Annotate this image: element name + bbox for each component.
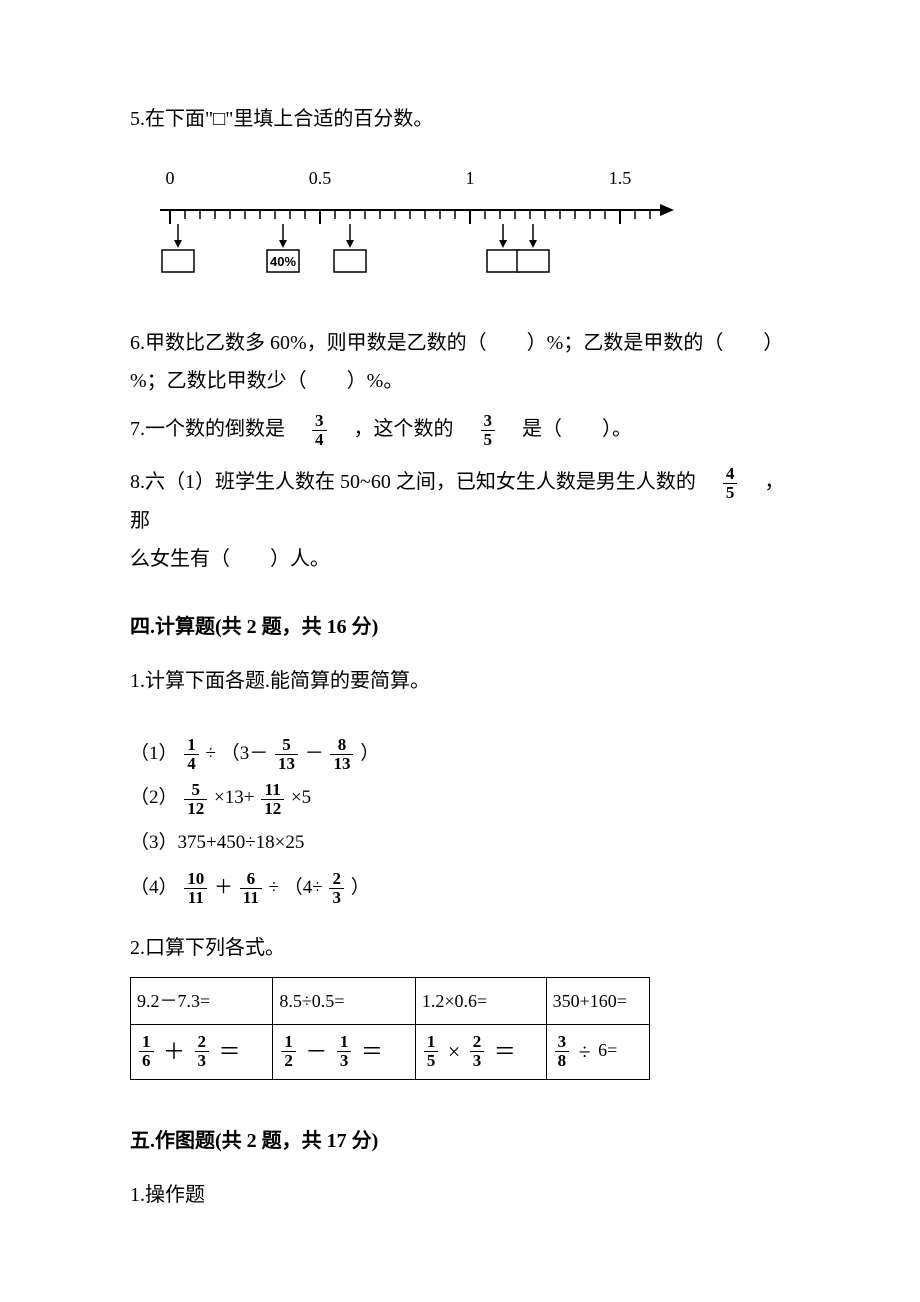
sec4-q1-4: （4） 1011 ＋ 611 ÷ （4÷ 23 ） bbox=[130, 870, 790, 907]
frac: 23 bbox=[329, 870, 344, 907]
frac: 38 bbox=[555, 1033, 570, 1070]
q5-text: 5.在下面"□"里填上合适的百分数。 bbox=[130, 100, 790, 138]
frac: 513 bbox=[275, 736, 298, 773]
q6: 6.甲数比乙数多 60%，则甲数是乙数的（ ）%；乙数是甲数的（ ） %；乙数比… bbox=[130, 324, 790, 400]
frac: 15 bbox=[424, 1033, 439, 1070]
frac: 12 bbox=[281, 1033, 296, 1070]
q8-frac: 45 bbox=[723, 465, 738, 502]
svg-text:40%: 40% bbox=[270, 254, 296, 269]
cell: 16 ＋ 23 ＝ bbox=[131, 1024, 273, 1079]
sec4-q1-1: （1） 14 ÷ （3－ 513 － 813 ） bbox=[130, 736, 790, 773]
calc-table: 9.2－7.3= 8.5÷0.5= 1.2×0.6= 350+160= 16 ＋… bbox=[130, 977, 650, 1080]
frac: 512 bbox=[184, 781, 207, 818]
q7-post: 是（ ）。 bbox=[502, 418, 632, 440]
frac: 23 bbox=[470, 1033, 485, 1070]
cell: 9.2－7.3= bbox=[131, 977, 273, 1024]
q7-mid: ，这个数的 bbox=[334, 418, 474, 440]
svg-text:0: 0 bbox=[166, 168, 175, 188]
frac: 13 bbox=[337, 1033, 352, 1070]
page-content: 5.在下面"□"里填上合适的百分数。 0 0.5 1 1.5 40% 6.甲数比乙数多 … bbox=[0, 0, 920, 1284]
svg-text:1.5: 1.5 bbox=[609, 168, 632, 188]
numberline-svg: 0 0.5 1 1.5 40% bbox=[130, 160, 690, 290]
svg-text:1: 1 bbox=[466, 168, 475, 188]
frac: 1011 bbox=[184, 870, 207, 907]
q6-line2: %；乙数比甲数少（ ）%。 bbox=[130, 370, 403, 392]
frac: 16 bbox=[139, 1033, 154, 1070]
cell: 12 － 13 ＝ bbox=[273, 1024, 415, 1079]
sec4-q1-3: （3）375+450÷18×25 bbox=[130, 825, 790, 861]
sec5-q1: 1.操作题 bbox=[130, 1176, 790, 1214]
cell: 38 ÷ 6= bbox=[546, 1024, 649, 1079]
q6-line1: 6.甲数比乙数多 60%，则甲数是乙数的（ ）%；乙数是甲数的（ ） bbox=[130, 332, 783, 354]
q5-numberline: 0 0.5 1 1.5 40% bbox=[130, 160, 790, 290]
sec4-q1-2: （2） 512 ×13+ 1112 ×5 bbox=[130, 780, 790, 817]
table-row: 9.2－7.3= 8.5÷0.5= 1.2×0.6= 350+160= bbox=[131, 977, 650, 1024]
svg-text:0.5: 0.5 bbox=[309, 168, 332, 188]
cell: 1.2×0.6= bbox=[415, 977, 546, 1024]
q8: 8.六（1）班学生人数在 50~60 之间，已知女生人数是男生人数的 45 ，那… bbox=[130, 463, 790, 578]
q7-pre: 7.一个数的倒数是 bbox=[130, 418, 305, 440]
section5-heading: 五.作图题(共 2 题，共 17 分) bbox=[130, 1122, 790, 1160]
cell: 15 × 23 ＝ bbox=[415, 1024, 546, 1079]
cell: 350+160= bbox=[546, 977, 649, 1024]
section4-heading: 四.计算题(共 2 题，共 16 分) bbox=[130, 608, 790, 646]
cell: 8.5÷0.5= bbox=[273, 977, 415, 1024]
spacer bbox=[130, 710, 790, 728]
q7-frac2: 35 bbox=[481, 412, 496, 449]
frac: 14 bbox=[184, 736, 199, 773]
frac: 1112 bbox=[261, 781, 284, 818]
frac: 813 bbox=[330, 736, 353, 773]
q7: 7.一个数的倒数是 34 ，这个数的 35 是（ ）。 bbox=[130, 410, 790, 449]
q8-line2: 么女生有（ ）人。 bbox=[130, 548, 330, 570]
q7-frac1: 34 bbox=[312, 412, 327, 449]
sec4-q1-intro: 1.计算下面各题.能简算的要简算。 bbox=[130, 662, 790, 700]
q8-pre: 8.六（1）班学生人数在 50~60 之间，已知女生人数是男生人数的 bbox=[130, 471, 716, 493]
sec4-q2-intro: 2.口算下列各式。 bbox=[130, 929, 790, 967]
frac: 23 bbox=[195, 1033, 210, 1070]
table-row: 16 ＋ 23 ＝ 12 － 13 ＝ 15 × 23 ＝ 38 ÷ 6= bbox=[131, 1024, 650, 1079]
frac: 611 bbox=[240, 870, 262, 907]
